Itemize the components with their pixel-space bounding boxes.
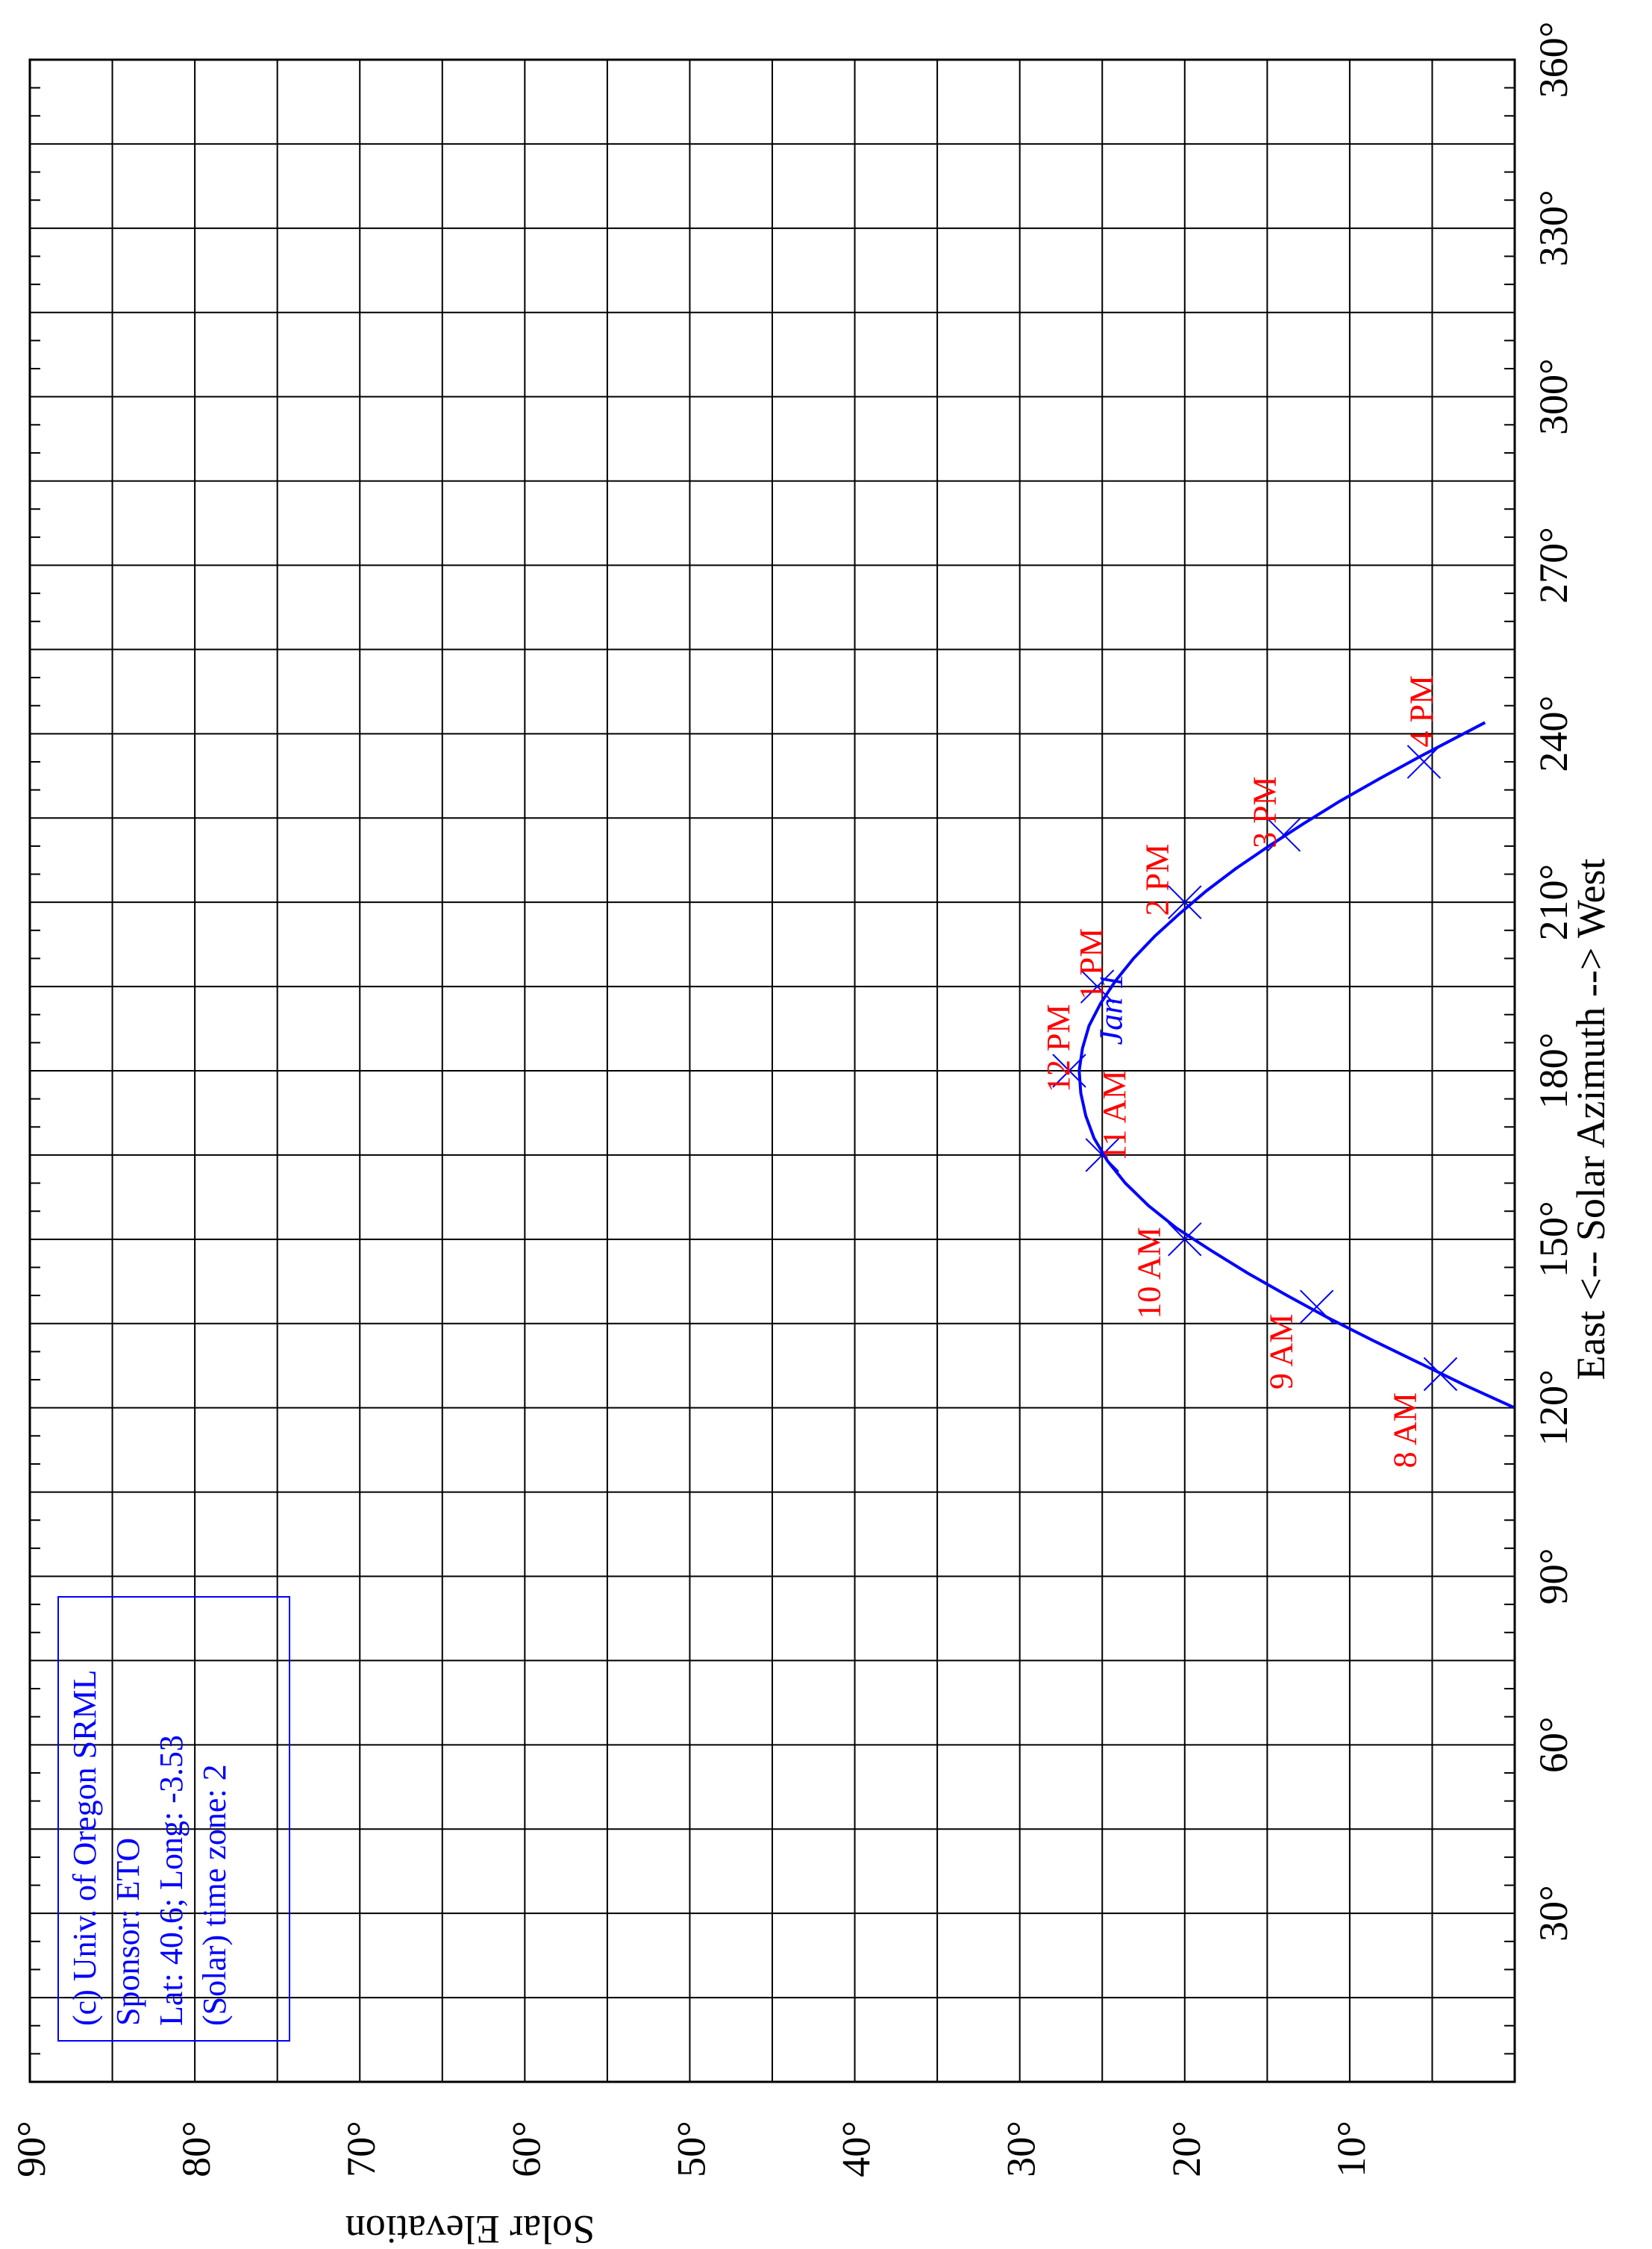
hour-label-7: 2 PM xyxy=(1139,844,1176,916)
hour-label-5: 12 PM xyxy=(1040,1004,1077,1093)
hour-label-6: 1 PM xyxy=(1073,928,1110,1001)
azimuth-axis-title: East <-- Solar Azimuth --> West xyxy=(1568,859,1613,1380)
hour-marker-stroke-b xyxy=(1299,1289,1334,1324)
azimuth-tick-210: 210° xyxy=(1531,864,1576,941)
sponsor-text: Sponsor: ETO xyxy=(110,1838,146,2026)
azimuth-tick-150: 150° xyxy=(1531,1201,1576,1278)
azimuth-tick-300: 300° xyxy=(1531,358,1576,435)
azimuth-tick-30: 30° xyxy=(1531,1885,1576,1942)
hour-marker-6 xyxy=(1080,969,1115,1004)
chart-grid xyxy=(30,60,1515,2082)
hour-marker-stroke-b xyxy=(1423,1357,1458,1392)
plot-frame xyxy=(28,58,1516,2083)
azimuth-tick-120: 120° xyxy=(1531,1369,1576,1446)
hour-marker-stroke-b xyxy=(1080,969,1115,1004)
elevation-axis-title: Solar Elevation xyxy=(345,2207,595,2249)
hour-marker-2 xyxy=(1299,1289,1334,1324)
hour-label-3: 10 AM xyxy=(1131,1227,1168,1319)
lat-long-text: Lat: 40.6; Long: -3.53 xyxy=(153,1735,190,2026)
elevation-tick-90: 90° xyxy=(9,2121,54,2177)
azimuth-tick-labels: 30° 60° 90° 120° 150° 180° 210° 240° 270° 300° 330… xyxy=(1531,22,1576,1942)
azimuth-tick-330: 330° xyxy=(1531,190,1576,267)
series-label-jan-1: Jan 1 xyxy=(1093,973,1130,1045)
hour-marker-8 xyxy=(1266,818,1301,852)
hour-marker-stroke-b xyxy=(1168,885,1202,919)
elevation-tick-70: 70° xyxy=(339,2121,384,2177)
elevation-tick-10: 10° xyxy=(1329,2121,1374,2177)
copyright-text: (c) Univ. of Oregon SRML xyxy=(66,1670,103,2026)
hour-label-2: 9 AM xyxy=(1263,1314,1300,1389)
hour-label-4: 11 AM xyxy=(1096,1070,1133,1161)
elevation-tick-50: 50° xyxy=(669,2121,713,2177)
hour-label-8: 3 PM xyxy=(1246,776,1283,848)
info-box: (c) Univ. of Oregon SRML Sponsor: ETO La… xyxy=(57,1596,290,2042)
elevation-tick-80: 80° xyxy=(174,2121,219,2177)
hour-marker-4 xyxy=(1085,1138,1119,1172)
azimuth-tick-360: 360° xyxy=(1531,22,1576,98)
info-box-border xyxy=(57,1596,290,2042)
hour-marker-5 xyxy=(1052,1054,1086,1088)
time-zone-text: (Solar) time zone: 2 xyxy=(196,1764,233,2026)
azimuth-tick-270: 270° xyxy=(1531,527,1576,604)
hour-marker-stroke-b xyxy=(1407,745,1442,779)
hour-marker-stroke-b xyxy=(1168,1222,1202,1257)
hour-label-9: 4 PM xyxy=(1403,675,1439,748)
hour-marker-stroke-b xyxy=(1266,818,1301,852)
hour-labels: 8 AM 9 AM 10 AM 11 AM 12 PM1 PM 2 PM 3 PM 4 PM xyxy=(1040,675,1439,1468)
azimuth-tick-180: 180° xyxy=(1531,1033,1576,1110)
hour-markers xyxy=(1052,745,1458,1392)
hour-marker-stroke-b xyxy=(1052,1054,1086,1088)
minor-ticks xyxy=(30,87,1515,2055)
hour-marker-3 xyxy=(1168,1222,1202,1257)
azimuth-tick-90: 90° xyxy=(1531,1548,1576,1605)
hour-marker-7 xyxy=(1168,885,1202,919)
hour-marker-stroke-b xyxy=(1085,1138,1119,1172)
hour-marker-1 xyxy=(1423,1357,1458,1392)
elevation-tick-40: 40° xyxy=(834,2121,879,2177)
azimuth-tick-60: 60° xyxy=(1531,1717,1576,1774)
hour-label-1: 8 AM xyxy=(1386,1392,1423,1468)
azimuth-tick-240: 240° xyxy=(1531,695,1576,772)
elevation-tick-30: 30° xyxy=(999,2121,1044,2177)
hour-marker-9 xyxy=(1407,745,1442,779)
elevation-tick-labels: 10° 20° 30° 40° 50° 60° 70° 80° 90° xyxy=(9,2121,1374,2177)
elevation-tick-20: 20° xyxy=(1164,2121,1209,2177)
elevation-tick-60: 60° xyxy=(504,2121,548,2177)
